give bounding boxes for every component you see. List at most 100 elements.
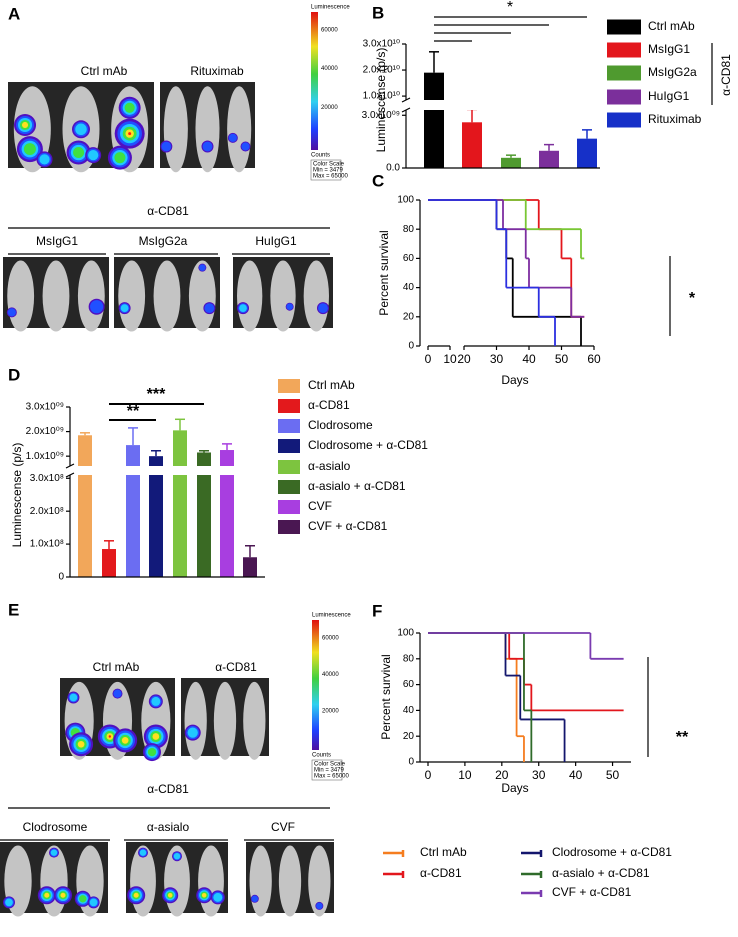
signal	[318, 303, 328, 314]
legend-label: CVF + α-CD81	[308, 519, 388, 533]
scale-title: Luminescence	[311, 5, 350, 11]
scale-tick: 20000	[322, 708, 339, 714]
legend-swatch	[278, 379, 300, 393]
y-tick-label: 100	[397, 628, 414, 639]
signal	[73, 147, 85, 159]
legend-label: α-CD81	[308, 398, 350, 412]
signal	[133, 892, 139, 898]
y-tick-label: 100	[397, 195, 414, 206]
panel-letter: D	[8, 365, 20, 384]
x-tick-label: 30	[532, 768, 546, 782]
x-tick-label: 10	[458, 768, 472, 782]
mouse	[7, 260, 35, 332]
scale-box-text: Max = 65000	[313, 174, 349, 180]
x-tick-label: 50	[606, 768, 620, 782]
scale-box	[310, 159, 342, 181]
y-tick-label: 3.0x10¹⁰	[363, 39, 400, 50]
scale-tick: 40000	[322, 672, 339, 678]
signal	[147, 747, 157, 757]
signal	[213, 892, 223, 902]
legend-label: α-asialo + α-CD81	[552, 866, 650, 880]
y-tick-label: 1.0x10⁰⁹	[26, 451, 64, 462]
signal	[75, 123, 87, 136]
legend-label: Clodrosome + α-CD81	[552, 845, 672, 859]
axis-break	[404, 100, 602, 110]
bar	[243, 557, 257, 577]
y-tick-label: 20	[403, 731, 415, 742]
scale-tick: 60000	[321, 28, 338, 34]
y-tick-label: 60	[403, 253, 415, 264]
signal	[108, 735, 112, 738]
significance: **	[676, 729, 689, 746]
group-label: α-CD81	[147, 782, 189, 796]
y-tick-label: 2.0x10⁸	[30, 506, 64, 517]
bar	[501, 157, 521, 168]
bar	[577, 138, 597, 168]
legend-swatch	[278, 439, 300, 453]
mouse	[153, 260, 181, 332]
x-tick-label: 50	[555, 352, 569, 366]
image-label: α-asialo	[147, 820, 190, 834]
image-label: Rituximab	[190, 64, 244, 78]
scale-tick: 20000	[321, 105, 338, 111]
scale-box-text: Max = 65000	[314, 774, 350, 780]
signal	[241, 142, 250, 151]
signal	[239, 304, 247, 312]
mouse	[77, 260, 105, 332]
bar	[102, 549, 116, 577]
legend-label: MsIgG2a	[648, 65, 697, 79]
mouse	[184, 681, 207, 760]
legend-label: Ctrl mAb	[420, 845, 467, 859]
y-tick-label: 2.0x10⁰⁹	[26, 426, 64, 437]
image-label: MsIgG1	[36, 234, 78, 248]
signal	[77, 740, 85, 748]
color-scale	[311, 12, 318, 150]
x-tick-label: 40	[522, 352, 536, 366]
x-tick-label: 0	[425, 768, 432, 782]
bar	[78, 435, 92, 577]
signal	[187, 727, 198, 738]
signal	[228, 133, 237, 142]
x-tick-label: 20	[495, 768, 509, 782]
y-tick-label: 0	[408, 757, 414, 768]
mouse	[237, 260, 263, 332]
signal	[5, 898, 13, 907]
signal	[113, 689, 122, 698]
signal	[201, 893, 207, 898]
bar	[539, 150, 559, 168]
signal	[69, 693, 78, 702]
legend-label: α-CD81	[420, 866, 462, 880]
y-axis-label: Luminescense (p/s)	[10, 443, 24, 548]
mouse	[243, 681, 266, 760]
signal	[124, 102, 135, 113]
legend-swatch	[607, 112, 641, 128]
significance: **	[127, 403, 140, 420]
legend-label: Ctrl mAb	[648, 19, 695, 33]
panel-letter: C	[372, 171, 384, 190]
mouse	[213, 681, 237, 760]
legend-label: CVF	[308, 499, 332, 513]
signal	[79, 895, 87, 903]
signal	[120, 304, 129, 312]
y-tick-label: 80	[403, 653, 415, 664]
legend-label: Clodrosome	[308, 418, 373, 432]
scale-unit: Counts	[312, 753, 331, 759]
panel-letter: B	[372, 3, 384, 22]
signal	[89, 898, 98, 907]
bar	[424, 72, 444, 168]
legend-swatch	[607, 89, 641, 105]
legend-label: Rituximab	[648, 112, 702, 126]
legend-swatch	[278, 460, 300, 474]
signal	[251, 895, 259, 903]
panel-letter: F	[372, 601, 382, 620]
image-label: CVF	[271, 820, 295, 834]
signal	[121, 737, 129, 744]
scale-tick: 40000	[321, 66, 338, 72]
legend-swatch	[278, 419, 300, 433]
x-tick-label: 40	[569, 768, 583, 782]
image-label: Ctrl mAb	[81, 64, 128, 78]
legend-label: Ctrl mAb	[308, 378, 355, 392]
signal	[90, 300, 104, 314]
scale-box	[311, 759, 343, 781]
legend-label: CVF + α-CD81	[552, 885, 632, 899]
